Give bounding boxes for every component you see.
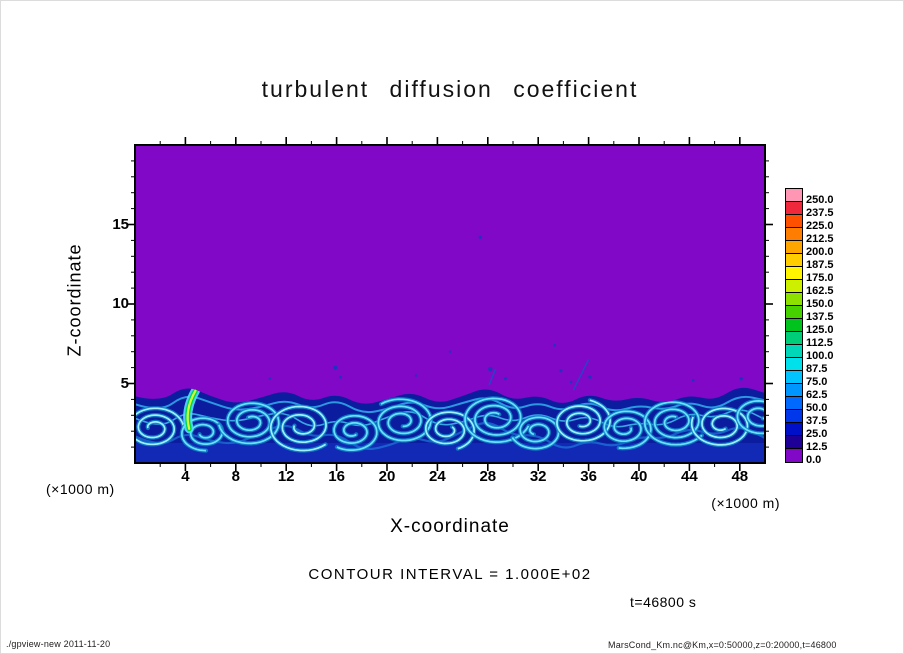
detached-speck <box>569 380 573 384</box>
colorbar-level-label: 175.0 <box>806 272 834 284</box>
colorbar-level-label: 75.0 <box>806 376 828 388</box>
x-tick-label: 24 <box>429 468 446 485</box>
heatmap-field <box>135 145 765 463</box>
detached-speck <box>691 379 695 382</box>
colorbar-cell <box>786 436 802 449</box>
colorbar-level-label: 125.0 <box>806 324 834 336</box>
colorbar-level-label: 225.0 <box>806 220 834 232</box>
detached-speck <box>268 377 271 380</box>
colorbar-cell <box>786 267 802 280</box>
colorbar <box>785 188 803 463</box>
footer-command: ./gpview-new 2011-11-20 <box>6 639 111 649</box>
detached-speck <box>333 365 338 370</box>
detached-speck <box>559 369 563 373</box>
colorbar-cell <box>786 397 802 410</box>
colorbar-cell <box>786 254 802 267</box>
x-axis-title: X-coordinate <box>390 516 510 537</box>
footer-source: MarsCond_Km.nc@Km,x=0:50000,z=0:20000,t=… <box>608 640 837 650</box>
detached-speck <box>553 344 556 347</box>
detached-speck <box>488 367 493 372</box>
detached-speck <box>338 375 342 379</box>
x-tick-label: 16 <box>328 468 345 485</box>
colorbar-cell <box>786 345 802 358</box>
colorbar-cell <box>786 293 802 306</box>
x-tick-label: 20 <box>378 468 396 485</box>
detached-speck <box>414 374 418 377</box>
colorbar-level-label: 250.0 <box>806 194 834 206</box>
colorbar-level-label: 100.0 <box>806 350 834 362</box>
x-unit-label: (×1000 m) <box>711 495 780 511</box>
timestamp-label: t=46800 s <box>630 594 697 610</box>
colorbar-cell <box>786 306 802 319</box>
colorbar-cell <box>786 449 802 462</box>
x-tick-label: 32 <box>529 468 547 485</box>
y-unit-label: (×1000 m) <box>46 481 115 497</box>
colorbar-level-label: 150.0 <box>806 298 834 310</box>
x-tick-label: 44 <box>681 468 698 485</box>
contour-interval-note: CONTOUR INTERVAL = 1.000E+02 <box>308 566 592 583</box>
x-tick-label: 36 <box>580 468 597 485</box>
colorbar-level-label: 87.5 <box>806 363 828 375</box>
colorbar-cell <box>786 332 802 345</box>
y-tick-label: 15 <box>112 215 129 233</box>
colorbar-level-label: 12.5 <box>806 441 828 453</box>
colorbar-level-label: 162.5 <box>806 285 834 297</box>
chart-title: turbulent diffusion coefficient <box>261 76 639 102</box>
colorbar-level-label: 112.5 <box>806 337 833 349</box>
detached-speck <box>739 376 743 381</box>
x-tick-label: 12 <box>277 468 295 485</box>
colorbar-cell <box>786 410 802 423</box>
x-tick-label: 48 <box>731 468 749 485</box>
colorbar-level-label: 137.5 <box>806 311 834 323</box>
colorbar-cell <box>786 241 802 254</box>
colorbar-level-label: 25.0 <box>806 428 828 440</box>
x-tick-label: 40 <box>630 468 648 485</box>
x-tick-label: 28 <box>479 468 497 485</box>
colorbar-level-label: 62.5 <box>806 389 828 401</box>
colorbar-cell <box>786 384 802 397</box>
detached-speck <box>588 375 592 379</box>
colorbar-cell <box>786 215 802 228</box>
colorbar-level-label: 187.5 <box>806 259 834 271</box>
colorbar-level-label: 237.5 <box>806 207 834 219</box>
y-axis-title: Z-coordinate <box>64 243 85 357</box>
x-tick-label: 4 <box>181 468 190 485</box>
colorbar-cell <box>786 228 802 241</box>
detached-speck <box>448 350 452 353</box>
x-tick-label: 8 <box>231 468 240 485</box>
y-tick-label: 10 <box>112 295 129 312</box>
colorbar-cell <box>786 371 802 384</box>
colorbar-cell <box>786 319 802 332</box>
colorbar-level-label: 50.0 <box>806 402 828 414</box>
colorbar-cell <box>786 423 802 436</box>
colorbar-level-label: 212.5 <box>806 233 834 245</box>
colorbar-level-label: 200.0 <box>806 246 834 258</box>
colorbar-level-label: 37.5 <box>806 415 828 427</box>
colorbar-cell <box>786 202 802 215</box>
colorbar-cell <box>786 280 802 293</box>
colorbar-level-label: 0.0 <box>806 454 822 466</box>
colorbar-cell <box>786 189 802 202</box>
colorbar-cell <box>786 358 802 371</box>
detached-speck <box>503 377 507 381</box>
detached-speck <box>478 235 482 239</box>
y-tick-label: 5 <box>120 374 129 392</box>
